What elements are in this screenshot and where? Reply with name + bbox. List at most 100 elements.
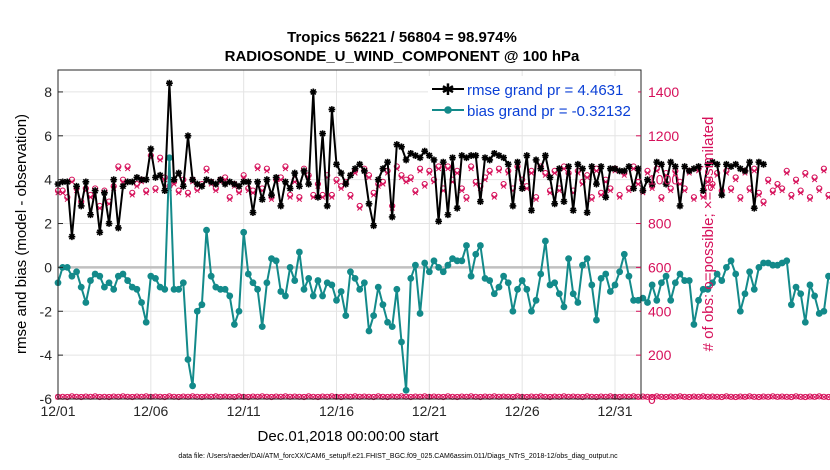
bias-point [713, 270, 721, 278]
bias-point [356, 285, 364, 293]
bias-point [161, 285, 169, 293]
rmse-point [718, 191, 726, 199]
obs-assimilated-marker [635, 181, 641, 187]
rmse-point [124, 178, 132, 186]
obs-possible-marker [268, 393, 275, 401]
y-right-tick-label: 600 [648, 259, 672, 275]
obs-assimilated-marker [719, 394, 725, 400]
bias-point [179, 279, 187, 287]
obs-assimilated-marker [83, 394, 89, 400]
bias-point [732, 270, 740, 278]
obs-possible-marker [820, 393, 827, 400]
bias-point [574, 299, 582, 306]
obs-possible-marker [751, 393, 758, 400]
obs-assimilated-marker [654, 393, 660, 400]
rmse-point [639, 187, 647, 195]
obs-possible-marker [653, 393, 660, 400]
obs-assimilated-marker [412, 394, 419, 400]
rmse-point [87, 211, 94, 219]
rmse-point [606, 165, 614, 173]
legend-bias-marker [444, 106, 452, 114]
obs-possible-marker [129, 393, 136, 401]
obs-assimilated-marker [417, 168, 423, 174]
rmse-point [221, 180, 229, 188]
rmse-point [569, 206, 577, 214]
obs-assimilated-marker [482, 394, 488, 400]
rmse-point [365, 200, 373, 208]
y-right-tick-label: 1000 [648, 172, 679, 188]
obs-assimilated-marker [593, 168, 600, 174]
bias-point [309, 292, 317, 300]
bias-point [458, 257, 466, 265]
rmse-point [133, 174, 141, 181]
obs-assimilated-marker [649, 394, 655, 400]
bias-point [518, 277, 526, 284]
obs-assimilated-marker [426, 170, 432, 176]
obs-assimilated-marker [514, 393, 521, 400]
obs-assimilated-marker [459, 394, 465, 400]
rmse-point [114, 224, 122, 232]
bias-point [597, 274, 605, 282]
obs-assimilated-marker [264, 168, 270, 174]
legend-box [428, 76, 638, 120]
obs-assimilated-marker [552, 170, 558, 176]
bias-point [319, 292, 326, 300]
rmse-point [727, 163, 735, 170]
obs-possible-marker [741, 393, 749, 400]
bias-point [189, 382, 197, 390]
bias-point [783, 257, 791, 265]
obs-assimilated-marker [658, 196, 665, 203]
rmse-point [723, 160, 730, 168]
obs-assimilated-marker [143, 190, 149, 196]
rmse-point [249, 209, 257, 216]
obs-possible-marker [783, 393, 790, 400]
obs-possible-marker [579, 393, 586, 401]
obs-assimilated-marker [756, 394, 762, 400]
obs-assimilated-marker [788, 394, 795, 400]
bias-point [133, 285, 141, 293]
obs-assimilated-marker [788, 194, 795, 200]
bias-point [755, 264, 763, 271]
bias-point [226, 292, 234, 300]
rmse-point [73, 182, 80, 190]
obs-assimilated-marker [357, 205, 363, 211]
obs-assimilated-marker [398, 174, 405, 181]
bias-point [579, 261, 586, 269]
obs-assimilated-marker [496, 168, 502, 174]
obs-possible-marker [779, 393, 786, 400]
bias-point [295, 248, 303, 256]
obs-assimilated-marker [709, 394, 716, 400]
y-right-tick-label: 1400 [648, 84, 679, 100]
obs-possible-marker [198, 393, 205, 401]
bias-point [300, 285, 308, 293]
bias-point [588, 281, 596, 289]
bias-point [263, 279, 271, 287]
bias-point [472, 250, 480, 258]
obs-assimilated-marker [524, 185, 530, 192]
bias-point [101, 283, 108, 291]
obs-possible-marker [96, 393, 103, 401]
obs-assimilated-marker [203, 394, 210, 400]
obs-assimilated-marker [287, 194, 293, 200]
rmse-series [54, 79, 767, 241]
obs-assimilated-marker [700, 194, 706, 200]
obs-assimilated-marker [468, 393, 474, 400]
obs-assimilated-marker [584, 393, 590, 400]
bias-point [690, 321, 698, 328]
rmse-point [388, 213, 396, 221]
y-right-axis-ticks: 0 200 400 600 800 1000 1200 1400 [636, 84, 679, 407]
rmse-point [398, 143, 405, 151]
obs-assimilated-marker [552, 394, 558, 400]
obs-assimilated-marker [668, 394, 674, 400]
rmse-point [602, 193, 610, 201]
bias-point [727, 257, 735, 265]
obs-assimilated-marker [746, 393, 753, 400]
obs-assimilated-marker [491, 393, 497, 400]
obs-assimilated-marker [282, 166, 289, 172]
obs-assimilated-marker [691, 394, 697, 400]
rmse-point [620, 167, 628, 175]
obs-possible-marker [593, 393, 600, 401]
y-left-tick-label: 2 [44, 216, 52, 232]
obs-assimilated-marker [319, 194, 326, 200]
rmse-point [690, 165, 698, 173]
